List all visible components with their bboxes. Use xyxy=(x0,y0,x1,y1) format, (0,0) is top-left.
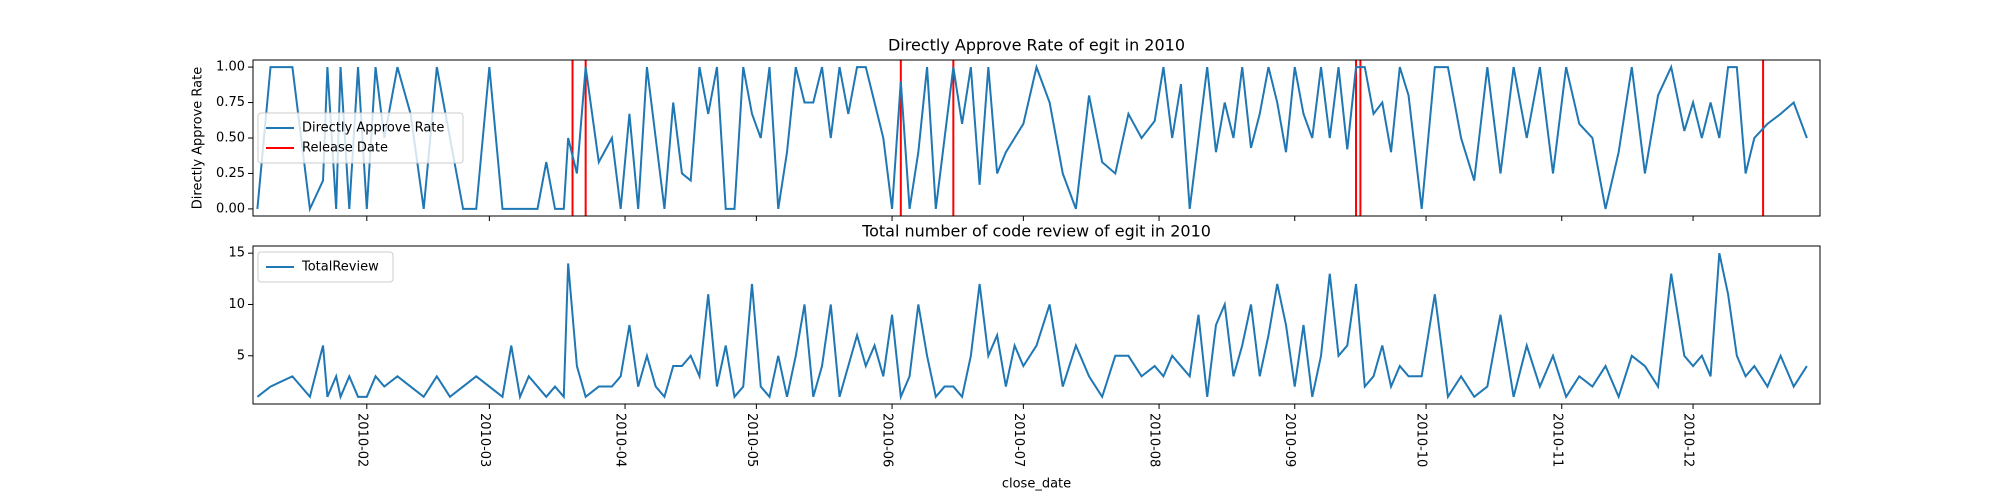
x-tick-label: 2010-03 xyxy=(477,413,492,467)
legend: TotalReview xyxy=(257,251,394,283)
legend: Directly Approve Rate Release Date xyxy=(257,112,464,164)
x-tick-label: 2010-05 xyxy=(744,413,759,467)
subplot: Total number of code review of egit in 2… xyxy=(228,222,1821,492)
y-tick-label: 0.50 xyxy=(216,131,245,146)
y-tick-label: 0.00 xyxy=(216,201,245,216)
x-tick-label: 2010-11 xyxy=(1549,413,1564,467)
legend-label: Directly Approve Rate xyxy=(302,121,444,136)
legend-label: Release Date xyxy=(302,141,388,156)
x-tick-label: 2010-12 xyxy=(1681,413,1696,467)
y-tick-label: 0.25 xyxy=(216,166,245,181)
axes-frame xyxy=(252,245,1821,405)
x-axis-label: close_date xyxy=(1002,477,1071,492)
y-tick-label: 1.00 xyxy=(216,60,245,75)
x-tick-label: 2010-08 xyxy=(1147,413,1162,467)
y-axis-label: Directly Approve Rate xyxy=(191,67,206,209)
series-line xyxy=(256,252,1808,401)
series-line xyxy=(256,63,1808,213)
x-tick-label: 2010-06 xyxy=(880,413,895,467)
legend-label: TotalReview xyxy=(301,260,379,275)
y-tick-label: 5 xyxy=(237,348,245,363)
subplot: Directly Approve Rate of egit in 2010 Dir… xyxy=(191,36,1821,221)
x-tick-label: 2010-10 xyxy=(1414,413,1429,467)
plot-area xyxy=(256,252,1808,401)
x-tick-label: 2010-04 xyxy=(613,413,628,467)
x-tick-label: 2010-09 xyxy=(1282,413,1297,467)
y-tick-label: 15 xyxy=(228,246,245,261)
y-tick-label: 10 xyxy=(228,297,245,312)
chart-title: Directly Approve Rate of egit in 2010 xyxy=(888,36,1185,55)
legend-box xyxy=(257,251,394,283)
chart-title: Total number of code review of egit in 2… xyxy=(861,222,1211,241)
legend-box xyxy=(257,112,464,164)
x-tick-label: 2010-07 xyxy=(1011,413,1026,467)
y-tick-label: 0.75 xyxy=(216,95,245,110)
axes-frame xyxy=(252,59,1821,217)
x-tick-label: 2010-02 xyxy=(354,413,369,467)
plot-area xyxy=(256,60,1808,216)
